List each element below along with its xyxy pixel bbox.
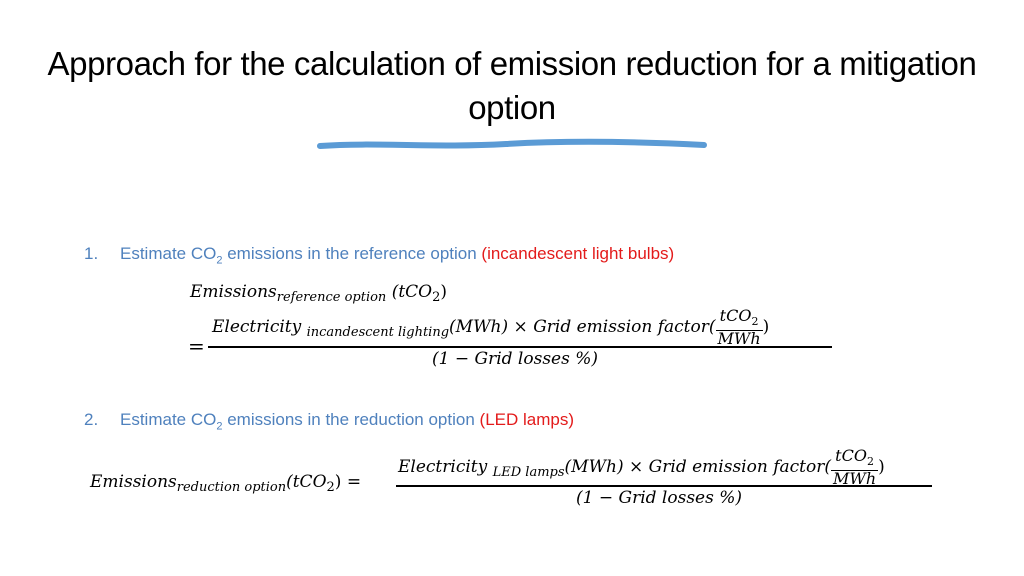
eq1-frac-bottom: MWh — [717, 329, 761, 349]
eq1-numerator: Electricity incandescent lighting(MWh) ×… — [212, 308, 769, 347]
step-highlight: (incandescent light bulbs) — [481, 244, 675, 263]
step-text: Estimate CO — [120, 244, 217, 263]
eq1-lhs-sub: reference option — [276, 290, 387, 305]
eq1-num-sub: incandescent lighting — [306, 325, 450, 341]
step-subscript: 2 — [216, 420, 223, 433]
eq1-num-unit: (MWh) × Grid emission factor( — [449, 317, 716, 338]
title-underline — [317, 138, 707, 149]
step-text-after: emissions in the reference option — [222, 244, 482, 263]
eq1-equals: = — [188, 334, 205, 358]
eq2-denominator: (1 − Grid losses %) — [576, 488, 743, 508]
eq2-num-unit: (MWh) × Grid emission factor( — [564, 457, 831, 478]
eq2-lhs-unit-sub: 2 — [326, 480, 335, 495]
step-text-after: emissions in the reduction option — [222, 410, 480, 429]
eq2-frac-top-sub: 2 — [866, 455, 874, 469]
eq2-num-sub: LED lamps — [492, 465, 565, 481]
eq1-fraction-bar — [208, 346, 832, 348]
eq2-fraction-bar — [396, 485, 932, 487]
step-1: 1. Estimate CO2 emissions in the referenc… — [84, 244, 674, 266]
eq2-lhs-unit-close: ) = — [334, 472, 362, 492]
eq1-denominator: (1 − Grid losses %) — [432, 349, 599, 369]
eq2-num-var: Electricity — [398, 457, 488, 478]
step-number: 1. — [84, 244, 99, 263]
eq1-num-var: Electricity — [212, 317, 302, 338]
eq1-lhs: Emissionsreference option (tCO2) — [190, 282, 447, 305]
eq2-frac-bottom: MWh — [832, 469, 877, 489]
eq2-lhs-sub: reduction option — [176, 480, 287, 495]
eq1-frac-top-sub: 2 — [751, 315, 759, 329]
step-number: 2. — [84, 410, 99, 429]
eq1-lhs-unit-close: ) — [440, 282, 448, 302]
eq2-num-close: ) — [878, 457, 885, 478]
eq2-frac-top: tCO — [835, 446, 867, 465]
eq1-frac-top: tCO — [719, 306, 752, 325]
step-text: Estimate CO — [120, 410, 217, 429]
step-highlight: (LED lamps) — [479, 410, 574, 429]
eq1-lhs-var: Emissions — [190, 282, 277, 302]
eq1-lhs-unit: (tCO — [391, 282, 433, 302]
eq1-lhs-unit-sub: 2 — [432, 290, 441, 305]
step-2: 2. Estimate CO2 emissions in the reductio… — [84, 410, 574, 432]
eq1-num-close: ) — [762, 317, 770, 338]
slide-title: Approach for the calculation of emission… — [47, 45, 977, 126]
eq2-lhs-unit: (tCO — [286, 472, 327, 492]
eq1-unit-fraction: tCO2 MWh — [715, 306, 763, 349]
eq2-numerator: Electricity LED lamps(MWh) × Grid emissi… — [398, 448, 885, 487]
eq2-unit-fraction: tCO2 MWh — [830, 446, 879, 489]
step-subscript: 2 — [216, 254, 223, 267]
eq2-lhs: Emissionsreduction option(tCO2) = — [90, 472, 361, 495]
eq2-lhs-var: Emissions — [90, 472, 177, 492]
